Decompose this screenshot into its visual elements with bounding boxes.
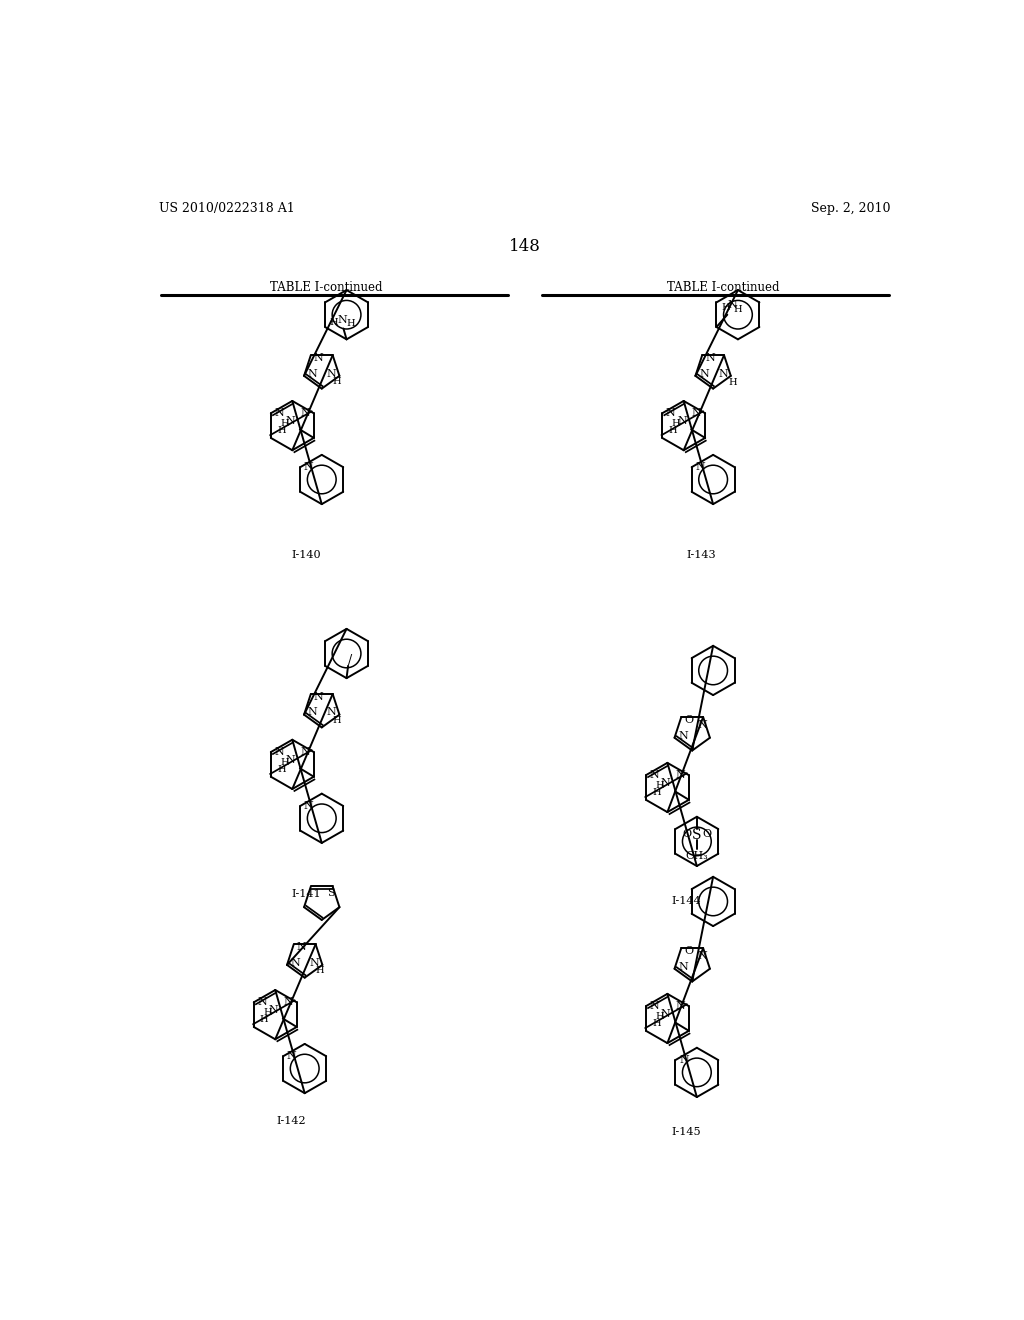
Text: N: N <box>697 950 708 961</box>
Text: N: N <box>284 998 293 1007</box>
Text: I-141: I-141 <box>292 888 322 899</box>
Text: O: O <box>702 829 712 840</box>
Text: N: N <box>706 354 715 363</box>
Text: N: N <box>300 408 310 418</box>
Text: N: N <box>649 770 659 780</box>
Text: H: H <box>263 1008 271 1016</box>
Text: S: S <box>692 828 701 842</box>
Text: CH₃: CH₃ <box>685 851 709 861</box>
Text: I-140: I-140 <box>292 550 322 560</box>
Text: N: N <box>677 416 687 426</box>
Text: N: N <box>666 408 676 418</box>
Text: H: H <box>655 1011 664 1020</box>
Text: N: N <box>274 747 285 758</box>
Text: H: H <box>655 780 664 789</box>
Text: H: H <box>276 764 286 774</box>
Text: N: N <box>304 462 313 473</box>
Text: H: H <box>734 305 742 314</box>
Text: N: N <box>718 368 728 379</box>
Text: H: H <box>346 318 354 327</box>
Text: N: N <box>660 777 671 788</box>
Text: N: N <box>300 747 310 758</box>
Text: N: N <box>307 368 317 379</box>
Text: N: N <box>274 408 285 418</box>
Text: US 2010/0222318 A1: US 2010/0222318 A1 <box>159 202 295 215</box>
Text: TABLE I-continued: TABLE I-continued <box>667 281 779 294</box>
Text: O: O <box>684 715 693 725</box>
Text: H: H <box>652 788 660 796</box>
Text: H: H <box>669 426 677 434</box>
Text: N: N <box>692 408 701 418</box>
Text: H: H <box>315 966 324 974</box>
Text: N: N <box>649 1001 659 1011</box>
Text: N: N <box>313 692 324 702</box>
Text: N: N <box>676 770 685 780</box>
Text: Sep. 2, 2010: Sep. 2, 2010 <box>811 202 891 215</box>
Text: N: N <box>676 1001 685 1011</box>
Text: N: N <box>697 719 708 730</box>
Text: N: N <box>679 1055 689 1065</box>
Text: S: S <box>328 887 335 898</box>
Text: N: N <box>313 354 324 363</box>
Text: I-145: I-145 <box>671 1127 700 1138</box>
Text: H: H <box>332 715 341 725</box>
Text: H: H <box>652 1019 660 1027</box>
Text: H: H <box>728 378 736 387</box>
Text: N: N <box>695 462 706 473</box>
Text: H: H <box>280 418 289 428</box>
Text: N: N <box>286 416 295 426</box>
Text: N: N <box>699 368 709 379</box>
Text: H: H <box>330 318 339 327</box>
Text: N: N <box>337 315 347 325</box>
Text: N: N <box>286 755 295 764</box>
Text: 148: 148 <box>509 239 541 256</box>
Text: N: N <box>327 708 337 717</box>
Text: I-144: I-144 <box>671 896 700 907</box>
Text: N: N <box>257 998 267 1007</box>
Text: H: H <box>280 758 289 767</box>
Text: N: N <box>310 957 319 968</box>
Text: N: N <box>307 708 317 717</box>
Text: N: N <box>678 731 688 742</box>
Text: N: N <box>268 1005 279 1015</box>
Text: N: N <box>304 801 313 810</box>
Text: O: O <box>684 946 693 956</box>
Text: H: H <box>260 1015 268 1024</box>
Text: /: / <box>347 653 352 667</box>
Text: H: H <box>276 426 286 434</box>
Text: H: H <box>672 418 680 428</box>
Text: TABLE I-continued: TABLE I-continued <box>270 281 383 294</box>
Text: N: N <box>727 300 737 310</box>
Text: H: H <box>332 376 341 385</box>
Text: N: N <box>678 962 688 973</box>
Text: I-143: I-143 <box>687 550 717 560</box>
Text: N: N <box>327 368 337 379</box>
Text: N: N <box>297 942 306 952</box>
Text: N: N <box>287 1051 297 1061</box>
Text: H: H <box>722 302 730 312</box>
Text: N: N <box>291 957 300 968</box>
Text: O: O <box>682 829 691 840</box>
Text: I-142: I-142 <box>275 1115 305 1126</box>
Text: N: N <box>660 1008 671 1019</box>
